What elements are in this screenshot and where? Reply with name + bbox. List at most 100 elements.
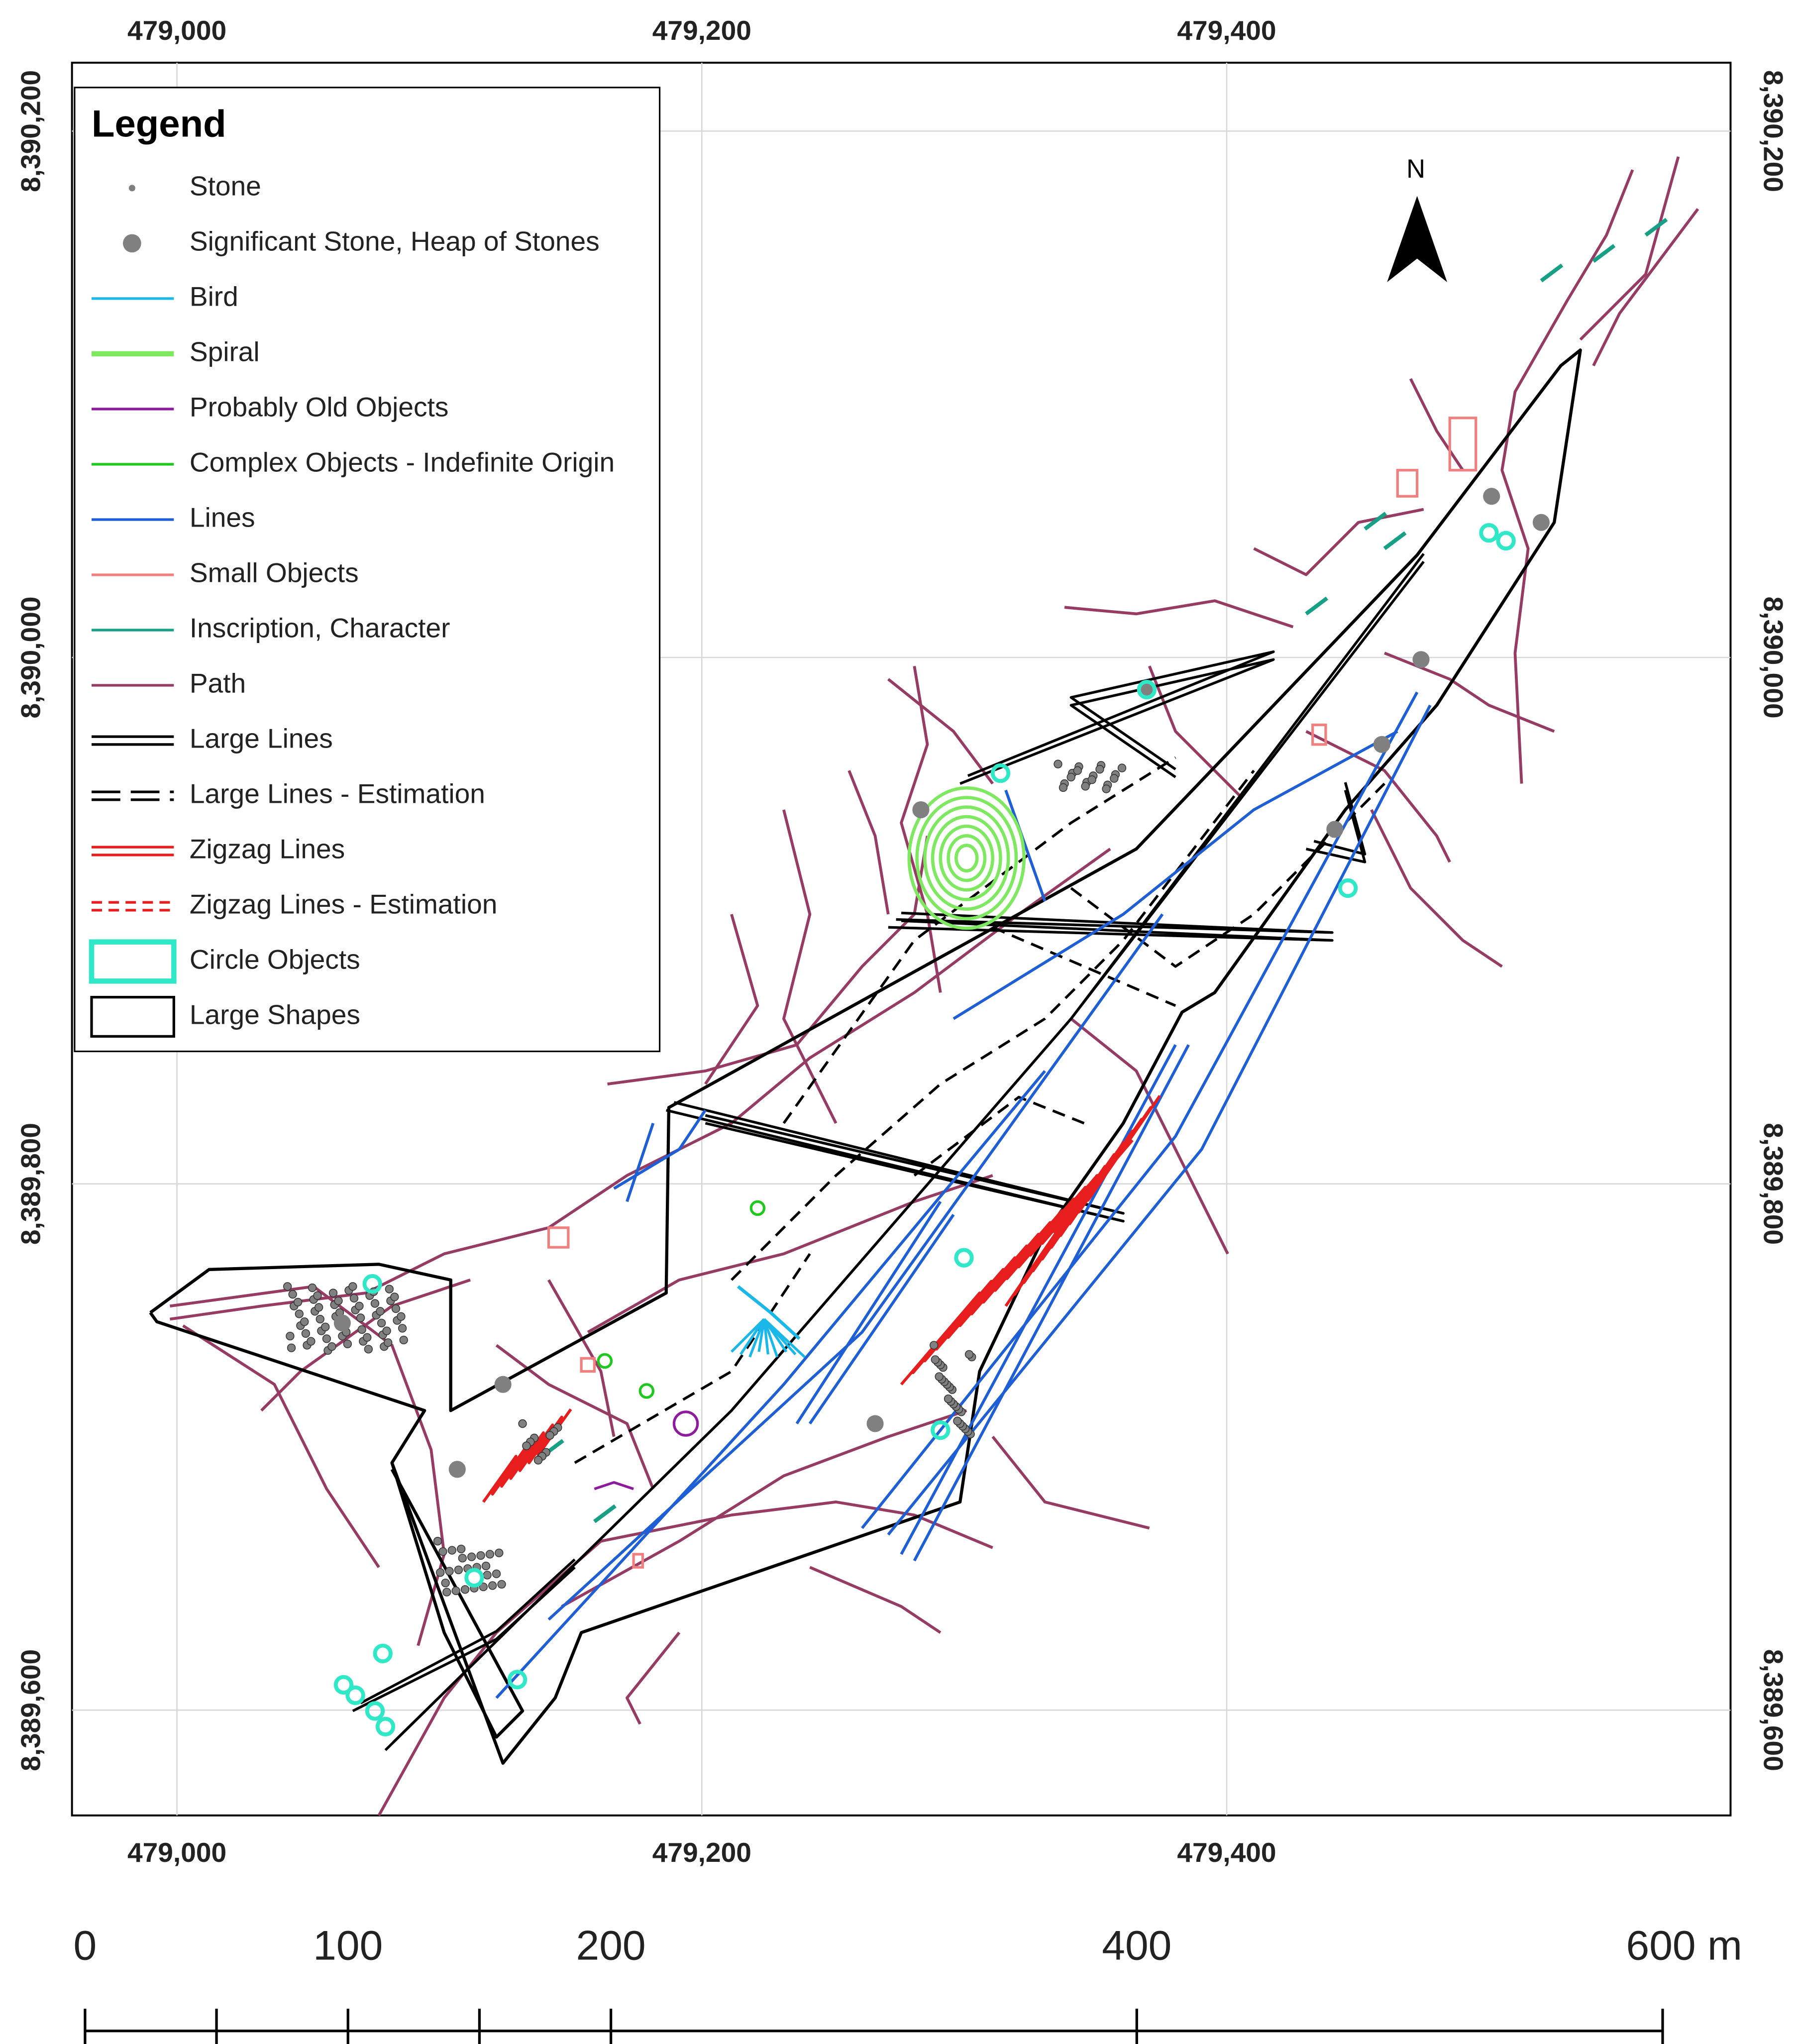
path-feature: [1370, 809, 1503, 968]
stone: [454, 1565, 463, 1575]
inscription: [593, 1504, 617, 1523]
stone: [364, 1345, 373, 1354]
path-feature: [182, 1324, 380, 1568]
north-arrow: N: [1387, 154, 1448, 282]
line-feature: [795, 1200, 942, 1425]
stone: [295, 1309, 304, 1318]
stone: [483, 1571, 492, 1580]
legend-box: [74, 87, 661, 1053]
stone: [348, 1282, 357, 1291]
stone: [398, 1324, 407, 1333]
scale-bar-label: 400: [1102, 1922, 1171, 1969]
significant-stone: [494, 1376, 512, 1393]
stone: [518, 1419, 527, 1428]
legend-symbol: [90, 996, 175, 1038]
large-line: [673, 1101, 1125, 1215]
stone: [1058, 783, 1068, 792]
inscription: [1540, 263, 1564, 283]
y-tick-label: 8,390,200: [15, 70, 46, 192]
coordinate-labels: 479,000 479,000 479,200 479,200 479,400 479,4…: [15, 15, 1789, 1868]
stone: [313, 1291, 322, 1300]
legend-label: Complex Objects - Indefinite Origin: [190, 446, 615, 477]
circle-object: [373, 1643, 393, 1664]
stone: [930, 1341, 939, 1350]
legend-label: Inscription, Character: [190, 613, 450, 644]
spiral: [931, 815, 1002, 901]
stone: [376, 1307, 385, 1316]
stone: [533, 1456, 543, 1465]
stone: [363, 1333, 372, 1342]
stone: [397, 1312, 406, 1321]
zigzag-line: [900, 1139, 1134, 1386]
line-feature: [495, 1070, 1046, 1699]
circle-object: [362, 1274, 382, 1294]
y-tick-label: 8,390,200: [1758, 70, 1789, 192]
old-object: [672, 1410, 699, 1437]
path-feature: [1253, 508, 1424, 576]
bird: [740, 1318, 765, 1355]
legend-label: Large Shapes: [190, 999, 360, 1030]
bird: [737, 1285, 801, 1340]
line-feature: [808, 1213, 955, 1425]
circle-object: [990, 763, 1011, 783]
line-feature: [1004, 789, 1047, 902]
significant-stone: [1532, 514, 1550, 531]
scale-bar: 0 100 200 400 600 m: [74, 1922, 1742, 2044]
small-object: [1396, 469, 1419, 498]
inscription: [1305, 596, 1328, 616]
stone: [377, 1318, 386, 1328]
circle-object: [464, 1568, 484, 1588]
legend-label: Spiral: [190, 336, 260, 367]
stone: [438, 1547, 447, 1556]
stone: [488, 1581, 497, 1590]
stone: [1054, 759, 1062, 768]
stone: [497, 1580, 506, 1589]
stone: [286, 1331, 295, 1341]
x-tick-label: 479,200: [652, 15, 751, 46]
stone: [460, 1585, 470, 1594]
circle-object: [333, 1675, 354, 1695]
path-feature: [1064, 599, 1294, 629]
stone: [953, 1416, 962, 1425]
significant-stone: [1412, 651, 1430, 668]
bird: [731, 1318, 765, 1353]
stone: [1087, 775, 1096, 784]
circle-object: [1338, 878, 1358, 898]
circle-object: [365, 1701, 385, 1721]
stone: [1073, 766, 1082, 775]
circle-object: [931, 1420, 951, 1440]
legend-label: Zigzag Lines - Estimation: [190, 889, 498, 920]
bird: [763, 1318, 806, 1358]
stone: [944, 1394, 953, 1403]
stone: [451, 1586, 460, 1596]
legend-symbol: [89, 939, 177, 984]
path-feature: [809, 1566, 942, 1634]
stone: [931, 1355, 940, 1364]
large-line-estimation: [1070, 782, 1385, 968]
stone: [545, 1431, 554, 1440]
small-object: [1448, 417, 1478, 472]
path-feature: [377, 1501, 993, 1817]
line-feature: [626, 1122, 655, 1202]
y-tick-label: 8,390,000: [1758, 596, 1789, 718]
scale-bar-label: 200: [576, 1922, 646, 1969]
large-line-estimation: [913, 1095, 1085, 1177]
y-tick-label: 8,389,800: [15, 1123, 46, 1245]
path-feature: [991, 1435, 1150, 1530]
path-feature: [887, 678, 994, 785]
legend-label: Probably Old Objects: [190, 391, 449, 422]
stone: [308, 1283, 317, 1292]
stone: [343, 1339, 352, 1349]
large-line: [666, 1109, 1125, 1223]
circle-object: [507, 1670, 528, 1690]
north-label: N: [1406, 154, 1425, 184]
path-feature: [561, 1409, 967, 1608]
path-feature: [626, 1631, 681, 1725]
line-feature: [547, 913, 1164, 1621]
x-tick-label: 479,200: [652, 1837, 751, 1868]
path-feature: [1579, 156, 1680, 341]
legend-label: Zigzag Lines: [190, 834, 345, 864]
stone: [399, 1335, 408, 1345]
significant-stone: [333, 1314, 351, 1332]
